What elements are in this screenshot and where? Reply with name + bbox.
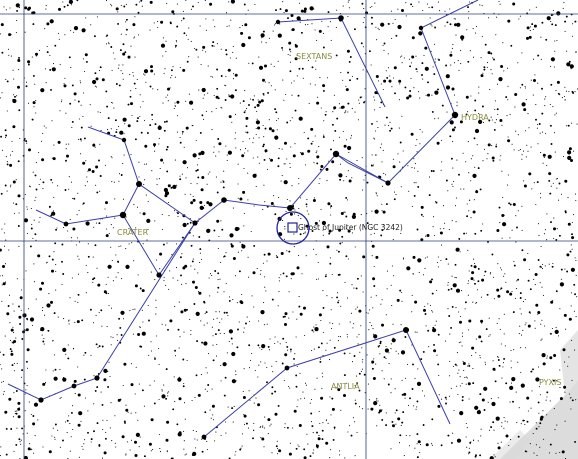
antlia-lines xyxy=(203,329,451,438)
target-object-label: Ghost of Jupiter (NGC 3242) xyxy=(298,223,403,232)
hydra-branch xyxy=(335,153,389,184)
crater-lines-2 xyxy=(122,183,196,276)
constellation-label-antlia: ANTLIA xyxy=(331,382,360,391)
bright-stars xyxy=(38,15,459,440)
milky-way-region xyxy=(490,330,578,459)
constellation-label-crater: CRATER xyxy=(117,228,149,237)
hydra-lines xyxy=(7,0,479,401)
crater-lines-3 xyxy=(35,209,124,225)
constellation-label-sextans: SEXTANS xyxy=(296,52,332,61)
target-circle-marker-icon[interactable] xyxy=(276,211,310,245)
constellation-label-pyxis: PYXIS xyxy=(539,378,561,387)
constellation-label-hydra: HYDRA xyxy=(461,113,489,122)
constellation-lines xyxy=(7,0,479,438)
crater-lines xyxy=(87,126,196,224)
sextans-lines xyxy=(277,17,386,108)
